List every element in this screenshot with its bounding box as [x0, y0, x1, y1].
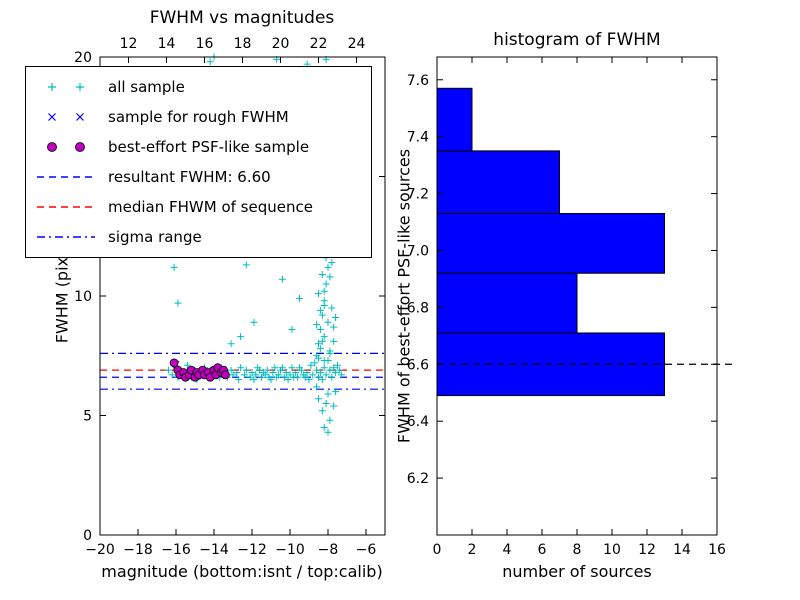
dashed-line-icon [37, 206, 95, 208]
legend-item-label: best-effort PSF-like sample [108, 138, 310, 156]
svg-text:6.6: 6.6 [407, 357, 429, 373]
legend-item-label: all sample [108, 78, 185, 96]
legend-item: sigma range [26, 222, 371, 252]
left-chart: −20 −18 −16 −14 −12 −10 −8 −6 12 14 16 18 20 22 24 0 5 10… [74, 36, 386, 558]
svg-text:12: 12 [120, 36, 138, 52]
svg-text:6: 6 [538, 542, 547, 558]
svg-text:6.4: 6.4 [407, 414, 429, 430]
svg-text:7.4: 7.4 [407, 130, 429, 146]
svg-text:2: 2 [468, 542, 477, 558]
svg-text:22: 22 [310, 36, 328, 52]
svg-text:5: 5 [83, 409, 92, 425]
svg-text:−10: −10 [275, 542, 305, 558]
svg-text:0: 0 [433, 542, 442, 558]
legend-item: all sample [26, 72, 371, 102]
svg-text:20: 20 [74, 50, 92, 66]
right-chart-ylabel: FWHM of best-effort PSF-like sources [394, 148, 414, 444]
legend-item: best-effort PSF-like sample [26, 132, 371, 162]
dashdot-line-icon [37, 236, 95, 238]
svg-text:24: 24 [348, 36, 366, 52]
legend-item-label: resultant FWHM: 6.60 [108, 168, 271, 186]
legend-item-label: median FHWM of sequence [108, 198, 313, 216]
legend-item: resultant FWHM: 6.60 [26, 162, 371, 192]
svg-text:10: 10 [74, 289, 92, 305]
dashed-line-icon [37, 176, 95, 178]
svg-text:18: 18 [234, 36, 252, 52]
svg-text:−20: −20 [85, 542, 115, 558]
svg-text:12: 12 [638, 542, 656, 558]
legend-item-label: sigma range [108, 228, 202, 246]
right-chart-title: histogram of FWHM [493, 30, 661, 50]
svg-text:16: 16 [196, 36, 214, 52]
svg-text:−16: −16 [161, 542, 191, 558]
legend-item: sample for rough FWHM [26, 102, 371, 132]
circle-marker-icon [47, 142, 85, 152]
left-chart-title: FWHM vs magnitudes [149, 8, 335, 28]
svg-text:8: 8 [573, 542, 582, 558]
svg-text:−8: −8 [318, 542, 339, 558]
svg-text:−6: −6 [356, 542, 377, 558]
plus-marker-icon [48, 83, 84, 91]
svg-text:16: 16 [708, 542, 726, 558]
svg-text:0: 0 [83, 528, 92, 544]
svg-text:4: 4 [503, 542, 512, 558]
svg-text:7.6: 7.6 [407, 73, 429, 89]
right-chart-xlabel: number of sources [502, 562, 652, 581]
svg-text:7.0: 7.0 [407, 243, 429, 259]
legend-item-label: sample for rough FWHM [108, 108, 289, 126]
svg-text:20: 20 [272, 36, 290, 52]
right-chart: 0 2 4 6 8 10 12 14 16 6.2 6.4 6.6 6.8 7.0 7.2 7.4 7.6 [407, 56, 737, 558]
svg-text:−18: −18 [123, 542, 153, 558]
svg-text:14: 14 [673, 542, 691, 558]
svg-text:6.2: 6.2 [407, 471, 429, 487]
left-chart-ylabel: FWHM (pix) [52, 250, 72, 344]
svg-text:7.2: 7.2 [407, 187, 429, 203]
svg-text:6.8: 6.8 [407, 300, 429, 316]
svg-text:10: 10 [603, 542, 621, 558]
x-marker-icon [48, 113, 84, 121]
svg-text:−14: −14 [199, 542, 229, 558]
svg-text:−12: −12 [237, 542, 267, 558]
svg-text:14: 14 [158, 36, 176, 52]
legend-item: median FHWM of sequence [26, 192, 371, 222]
left-chart-xlabel: magnitude (bottom:isnt / top:calib) [101, 562, 383, 581]
legend: all sample sample for rough FWHM best-effo… [25, 66, 372, 258]
